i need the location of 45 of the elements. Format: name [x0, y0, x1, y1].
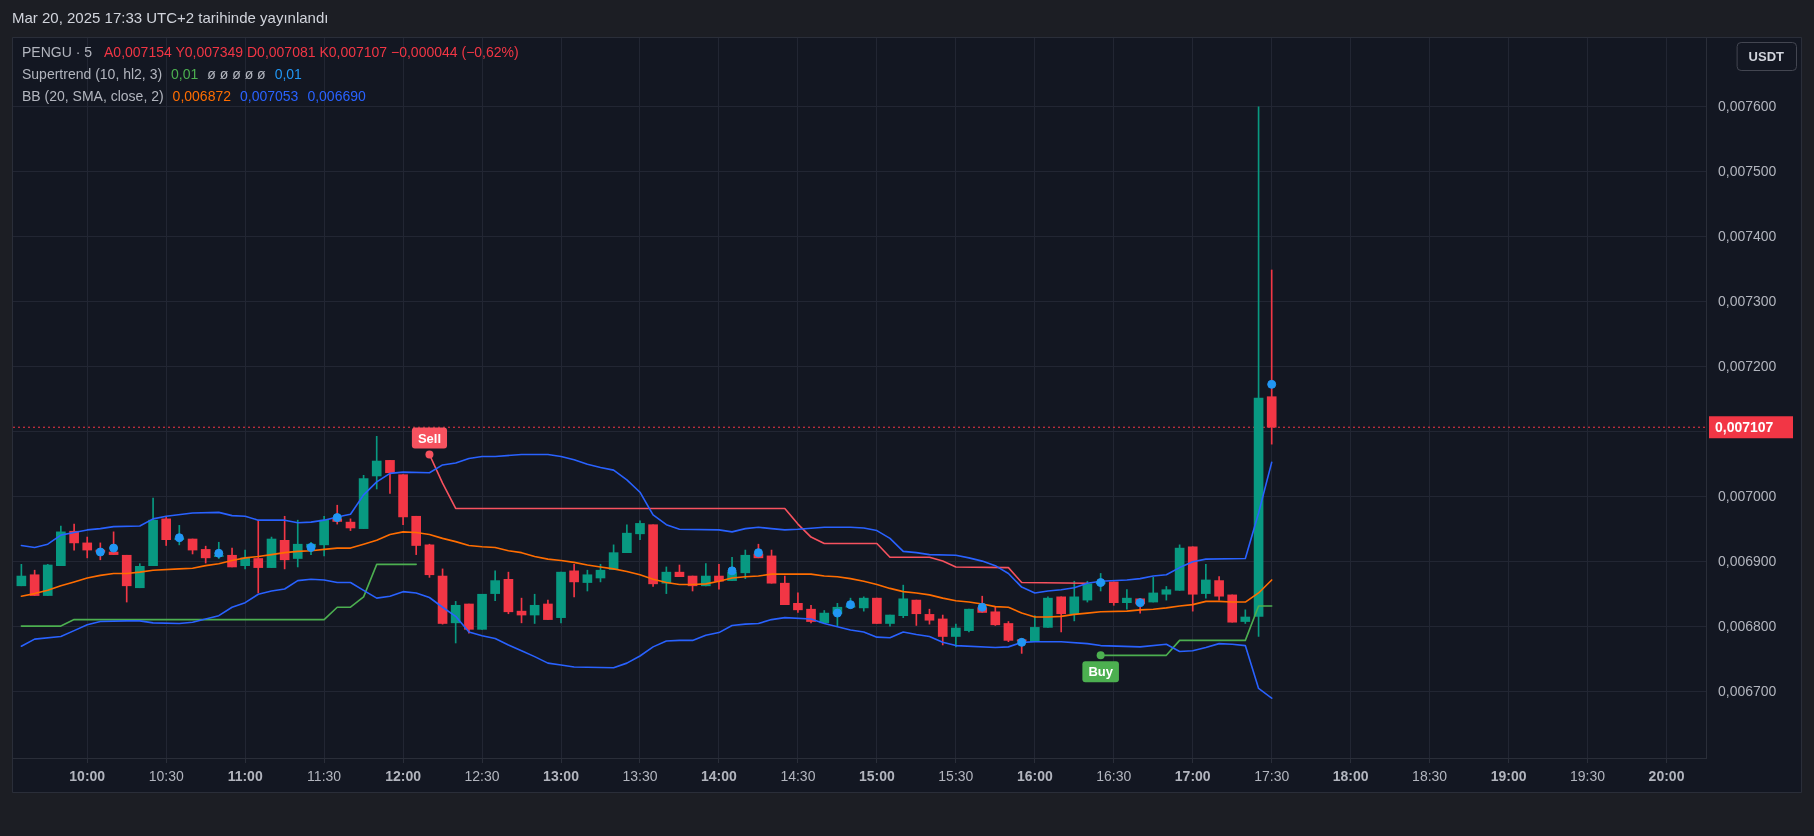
- x-tick-label: 19:30: [1570, 768, 1606, 785]
- annotation: ø ø ø ø ø: [207, 65, 267, 82]
- y-tick-label: 0,006700: [1718, 682, 1777, 699]
- text: PENGU · 5: [22, 43, 93, 60]
- x-tick-label: 15:30: [938, 768, 974, 785]
- y-tick-label: 0,007600: [1718, 97, 1777, 114]
- y-tick-label: 0,007000: [1718, 487, 1777, 504]
- x-tick-label: 16:30: [1096, 768, 1132, 785]
- x-tick-label: 17:00: [1174, 768, 1211, 785]
- annotation: 0,007053: [240, 87, 299, 104]
- annotation: BB (20, SMA, close, 2): [22, 87, 164, 104]
- x-tick-label: 13:30: [622, 768, 658, 785]
- text: USDT: [1748, 48, 1785, 64]
- annotation: A0,007154 Y0,007349 D0,007081 K0,007107 −0,000044 (−0,62%): [104, 43, 519, 60]
- y-tick-label: 0,007200: [1718, 357, 1777, 374]
- x-tick-label: 12:30: [464, 768, 500, 785]
- x-tick-label: 11:30: [307, 768, 342, 785]
- y-tick-label: 0,007400: [1718, 227, 1777, 244]
- chart-title: Mar 20, 2025 17:33 UTC+2 tarihinde yayınlandı: [12, 9, 329, 27]
- x-tick-label: 17:30: [1254, 768, 1290, 785]
- x-tick-label: 20:00: [1648, 768, 1685, 785]
- x-tick-label: 18:30: [1412, 768, 1448, 785]
- x-tick-label: 14:00: [701, 768, 738, 785]
- ref-line-label: 0,007107: [1715, 419, 1774, 436]
- x-tick-label: 16:00: [1016, 768, 1053, 785]
- annotation: 0,006872: [172, 87, 232, 104]
- annotation: Buy: [1088, 664, 1114, 680]
- x-tick-label: 15:00: [858, 768, 895, 785]
- x-tick-label: 19:00: [1490, 768, 1527, 785]
- annotation: 0,01: [274, 65, 303, 82]
- annotation: Sell: [417, 430, 442, 446]
- y-tick-label: 0,006800: [1718, 617, 1777, 634]
- x-tick-label: 13:00: [543, 768, 580, 785]
- x-tick-label: 12:00: [385, 768, 422, 785]
- y-tick-label: 0,007500: [1718, 162, 1777, 179]
- x-tick-label: 10:00: [69, 768, 106, 785]
- annotation: 0,006690: [307, 87, 366, 104]
- annotation: Supertrend (10, hl2, 3): [22, 65, 163, 82]
- x-tick-label: 10:30: [148, 768, 184, 785]
- annotation: 0,01: [171, 65, 199, 82]
- x-tick-label: 18:00: [1332, 768, 1369, 785]
- x-tick-label: 11:00: [227, 768, 263, 785]
- x-tick-label: 14:30: [780, 768, 816, 785]
- y-tick-label: 0,007300: [1718, 292, 1777, 309]
- y-tick-label: 0,006900: [1718, 552, 1777, 569]
